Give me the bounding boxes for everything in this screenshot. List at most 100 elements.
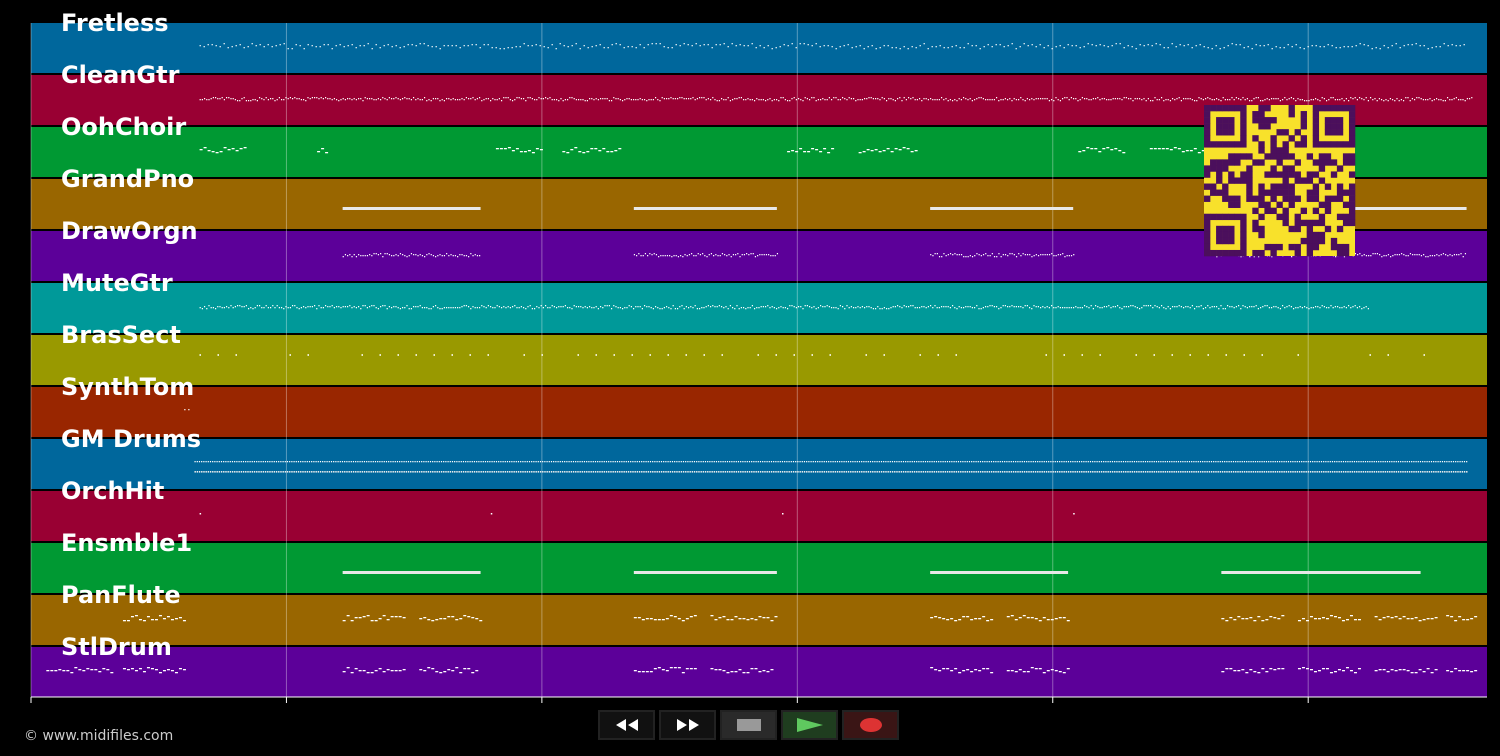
note <box>331 305 333 307</box>
note <box>1240 308 1242 310</box>
note <box>1227 45 1229 47</box>
note <box>658 256 660 258</box>
qr-module <box>1324 225 1332 233</box>
note <box>783 44 785 46</box>
qr-module <box>1330 117 1338 124</box>
rewind-button[interactable] <box>598 710 655 740</box>
note <box>342 98 344 100</box>
qr-module <box>1312 141 1320 148</box>
note <box>975 461 977 463</box>
note <box>319 471 322 473</box>
note <box>874 149 878 151</box>
note <box>750 253 752 255</box>
note <box>338 100 340 102</box>
note <box>606 151 610 153</box>
note <box>826 99 828 101</box>
note <box>245 100 247 102</box>
note <box>1470 671 1474 673</box>
note <box>679 306 681 308</box>
note <box>302 471 304 473</box>
note <box>1176 306 1178 308</box>
note <box>350 461 352 463</box>
note <box>661 669 665 671</box>
note <box>1323 306 1325 308</box>
note <box>1356 99 1358 101</box>
track-label: StlDrum <box>61 633 172 661</box>
note <box>1474 670 1478 672</box>
note <box>719 255 721 257</box>
note <box>479 255 481 257</box>
note <box>360 98 362 100</box>
qr-module <box>1336 225 1344 233</box>
note <box>995 461 997 463</box>
fast-forward-button[interactable] <box>659 710 716 740</box>
note <box>443 618 447 620</box>
note <box>484 471 487 473</box>
note <box>951 100 954 102</box>
note <box>578 151 582 153</box>
note <box>476 307 478 309</box>
note <box>602 98 604 100</box>
note <box>1452 461 1455 463</box>
note <box>651 43 653 45</box>
note <box>645 671 649 673</box>
note <box>1023 471 1026 473</box>
note <box>774 255 776 257</box>
note <box>201 99 203 101</box>
note <box>531 471 533 473</box>
note <box>595 354 597 356</box>
note <box>979 461 982 463</box>
note <box>1156 99 1158 101</box>
note <box>906 148 910 150</box>
note <box>1414 617 1418 619</box>
note <box>1070 461 1072 463</box>
note <box>1092 471 1094 473</box>
qr-module <box>1288 225 1295 233</box>
note <box>1466 670 1470 672</box>
note <box>1161 148 1165 150</box>
note <box>991 46 993 48</box>
note <box>564 461 566 463</box>
note <box>1167 306 1169 308</box>
note <box>541 354 543 356</box>
note <box>683 98 685 100</box>
note <box>935 46 937 48</box>
note <box>382 615 386 617</box>
note <box>577 99 580 101</box>
note <box>1416 97 1418 99</box>
note <box>1210 471 1213 473</box>
record-button[interactable] <box>842 710 899 740</box>
note <box>1057 254 1059 256</box>
note <box>1430 618 1434 620</box>
play-button[interactable] <box>781 710 838 740</box>
note <box>1231 97 1233 99</box>
note <box>424 256 426 258</box>
note <box>1138 461 1140 463</box>
note <box>352 461 355 463</box>
note <box>495 47 497 49</box>
note <box>1387 254 1390 256</box>
note <box>964 471 966 473</box>
note <box>757 354 759 356</box>
note <box>286 471 289 473</box>
note <box>836 461 839 463</box>
note <box>635 47 637 49</box>
note <box>932 255 934 257</box>
note <box>1226 99 1229 101</box>
note <box>1265 671 1269 673</box>
note <box>242 471 245 473</box>
note <box>1237 670 1241 672</box>
note <box>1353 672 1357 674</box>
note <box>747 45 749 47</box>
note <box>293 471 295 473</box>
note <box>738 308 740 310</box>
qr-module <box>1228 201 1235 208</box>
note <box>933 461 935 463</box>
note <box>544 461 546 463</box>
note <box>553 306 555 308</box>
stop-button[interactable] <box>720 710 777 740</box>
note <box>1033 255 1035 257</box>
note <box>705 99 707 101</box>
note <box>861 306 863 308</box>
note <box>315 471 317 473</box>
